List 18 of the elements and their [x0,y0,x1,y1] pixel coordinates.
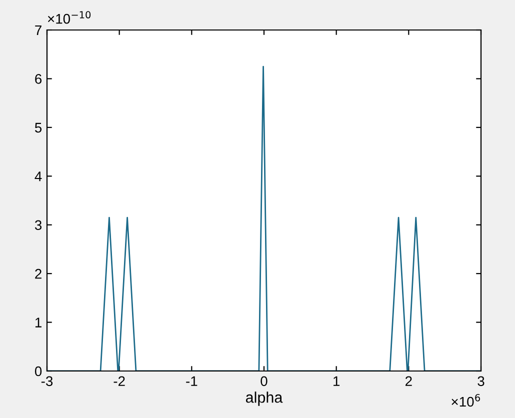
y-tick-label: 1 [35,318,42,328]
y-tick-label: 0 [34,366,42,376]
y-tick-label: 4 [34,172,42,182]
x-tick-label: -3 [41,376,53,386]
x-tick-label: -2 [114,376,125,386]
y-tick-label: 5 [34,122,42,133]
x-tick-label: -1 [186,376,198,386]
y-tick-label: 2 [35,268,42,279]
x-tick-label: 3 [478,376,484,386]
x-tick-label: 1 [334,376,340,386]
text: ×10$^{−10}$ [48,11,91,24]
x-axis-title: alpha [246,392,283,406]
text: ×10$^{6}$ [452,394,480,407]
y-tick-label: 3 [34,220,42,230]
x-tick-label: 0 [260,376,268,386]
y-tick-label: 6 [35,74,42,84]
x-tick-label: 2 [406,376,412,386]
y-tick-label: 7 [35,25,42,36]
